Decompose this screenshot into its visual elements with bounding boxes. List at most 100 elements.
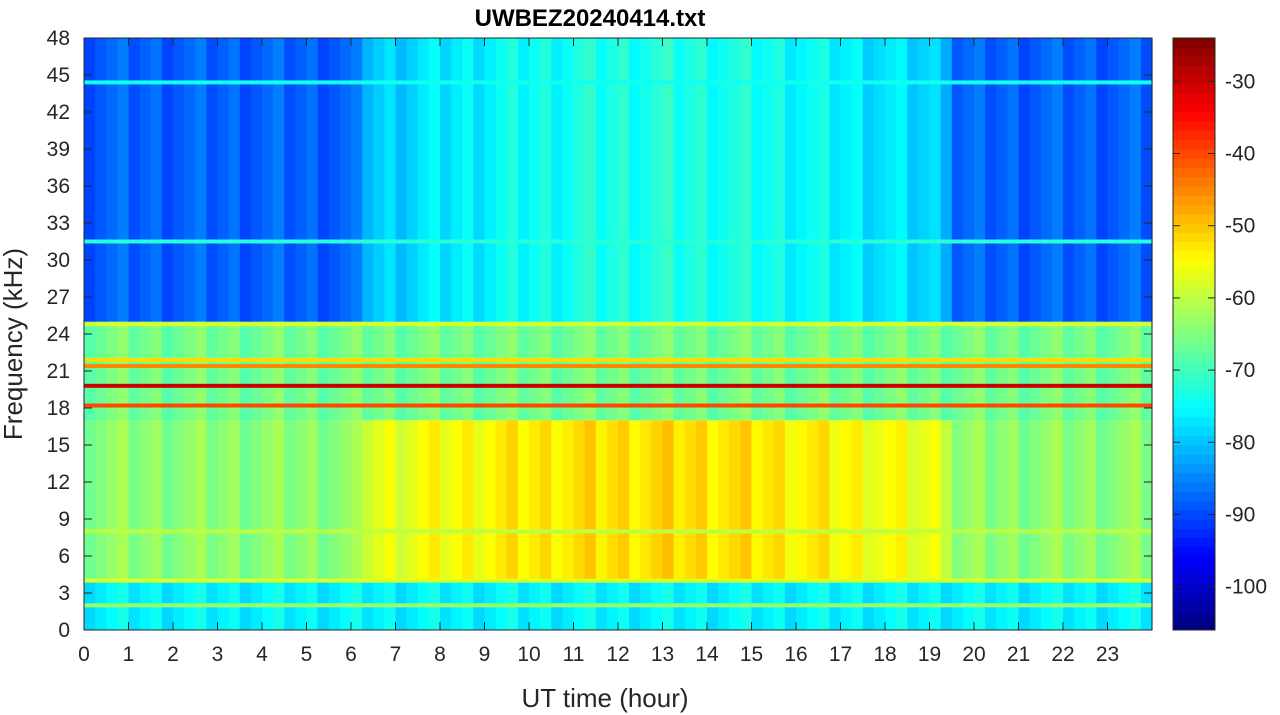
heatmap-cell [1129,38,1142,322]
heatmap-cell [150,38,163,322]
heatmap-cell [940,420,953,581]
heatmap-cell [84,420,96,581]
heatmap-cell [351,38,363,322]
heatmap-cell [428,321,441,421]
heatmap-cell [873,38,886,322]
heatmap-cell [1029,420,1042,581]
colorbar-swatch [1173,537,1215,548]
colorbar-tick-label: -100 [1225,576,1267,599]
heatmap-cell [684,38,697,322]
heatmap-cell [95,321,107,421]
heatmap-cell [751,420,764,581]
heatmap-cell [295,321,308,421]
heatmap-cell [317,420,330,581]
heatmap-cell [295,38,308,322]
colorbar-swatch [1173,112,1215,122]
colorbar-swatch [1173,204,1215,215]
heatmap-cell [139,420,152,581]
narrowband-line [84,578,1152,583]
heatmap-cell [473,38,486,322]
heatmap-cell [651,38,664,322]
x-axis: 0 1 2 3 4 5 6 7 8 9 10 11 12 13 14 15 16 17 18 19 20 21 22 23 [78,38,1119,666]
heatmap-cell [517,420,530,581]
heatmap-cell [1040,38,1053,322]
heatmap-cell [239,321,252,421]
heatmap-cell [851,38,864,322]
heatmap-cell [996,38,1008,322]
heatmap-cell [584,38,597,322]
x-tick-label: 1 [123,643,135,666]
heatmap-cell [161,420,174,581]
heatmap-cell [506,38,519,322]
heatmap-cell [784,420,797,581]
colorbar-swatch [1173,435,1215,446]
colorbar-swatch [1173,546,1215,557]
heatmap-cell [807,38,819,322]
colorbar-swatch [1173,121,1215,131]
heatmap-cell [606,321,619,421]
heatmap-cell [373,420,385,581]
y-tick-label: 27 [47,286,70,309]
heatmap-cell [462,321,474,421]
narrowband-line [84,603,1152,608]
heatmap-cell [306,420,319,581]
heatmap-cell [885,321,897,421]
heatmap-cell [306,321,319,421]
heatmap-cell [762,420,775,581]
heatmap-cell [1140,38,1153,322]
heatmap-cell [117,38,130,322]
heatmap-cell [940,321,953,421]
heatmap-cell [951,321,964,421]
heatmap-cell [1096,420,1109,581]
narrowband-line [84,383,1152,388]
heatmap-cell [440,321,452,421]
heatmap-cell [929,420,942,581]
narrowband-line [84,529,1152,534]
heatmap-cell [462,420,474,581]
heatmap-cell [228,420,241,581]
heatmap-cell [506,420,519,581]
colorbar-swatch [1173,223,1215,233]
heatmap-cell [217,420,230,581]
colorbar-swatch [1173,186,1215,196]
x-tick-label: 10 [517,643,540,666]
heatmap-cell [996,321,1008,421]
heatmap-cell [629,420,641,581]
colorbar-swatch [1173,491,1215,501]
heatmap-cell [584,321,597,421]
colorbar-swatch [1173,611,1215,622]
heatmap-cell [1096,38,1109,322]
heatmap-cell [873,321,886,421]
colorbar-tick-label: -80 [1225,431,1255,454]
heatmap-cell [974,38,986,322]
heatmap-cell [562,321,575,421]
heatmap-cell [139,38,152,322]
heatmap-cell [351,420,363,581]
x-tick-label: 5 [301,643,313,666]
heatmap-cell [328,38,341,322]
heatmap-cell [273,38,285,322]
colorbar-swatch [1173,47,1215,57]
y-axis-title: Frequency (kHz) [0,248,28,440]
heatmap-cell [673,420,686,581]
heatmap-cell [1074,38,1086,322]
colorbar-swatch [1173,445,1215,455]
heatmap-cell [751,38,764,322]
x-tick-label: 2 [167,643,179,666]
y-tick-label: 42 [47,101,70,124]
heatmap-cell [417,321,430,421]
colorbar-swatch [1173,195,1215,205]
heatmap-cell [250,38,263,322]
heatmap-cell [173,321,185,421]
heatmap-cell [929,321,942,421]
heatmap-cell [1007,321,1020,421]
heatmap-cell [851,420,864,581]
colorbar-swatch [1173,65,1215,76]
x-tick-label: 20 [962,643,985,666]
heatmap-cell [862,420,875,581]
heatmap-cell [1029,38,1042,322]
colorbar-swatch [1173,500,1215,511]
heatmap-cell [629,321,641,421]
